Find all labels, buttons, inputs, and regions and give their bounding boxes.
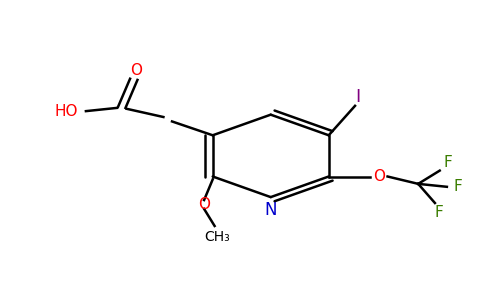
Text: F: F	[444, 155, 453, 170]
Text: CH₃: CH₃	[205, 230, 230, 244]
Text: O: O	[130, 63, 142, 78]
Text: N: N	[264, 201, 277, 219]
Text: F: F	[434, 205, 443, 220]
Text: HO: HO	[54, 104, 77, 119]
Text: O: O	[198, 197, 210, 212]
Text: O: O	[373, 169, 385, 184]
Text: F: F	[453, 179, 462, 194]
Text: I: I	[355, 88, 360, 106]
